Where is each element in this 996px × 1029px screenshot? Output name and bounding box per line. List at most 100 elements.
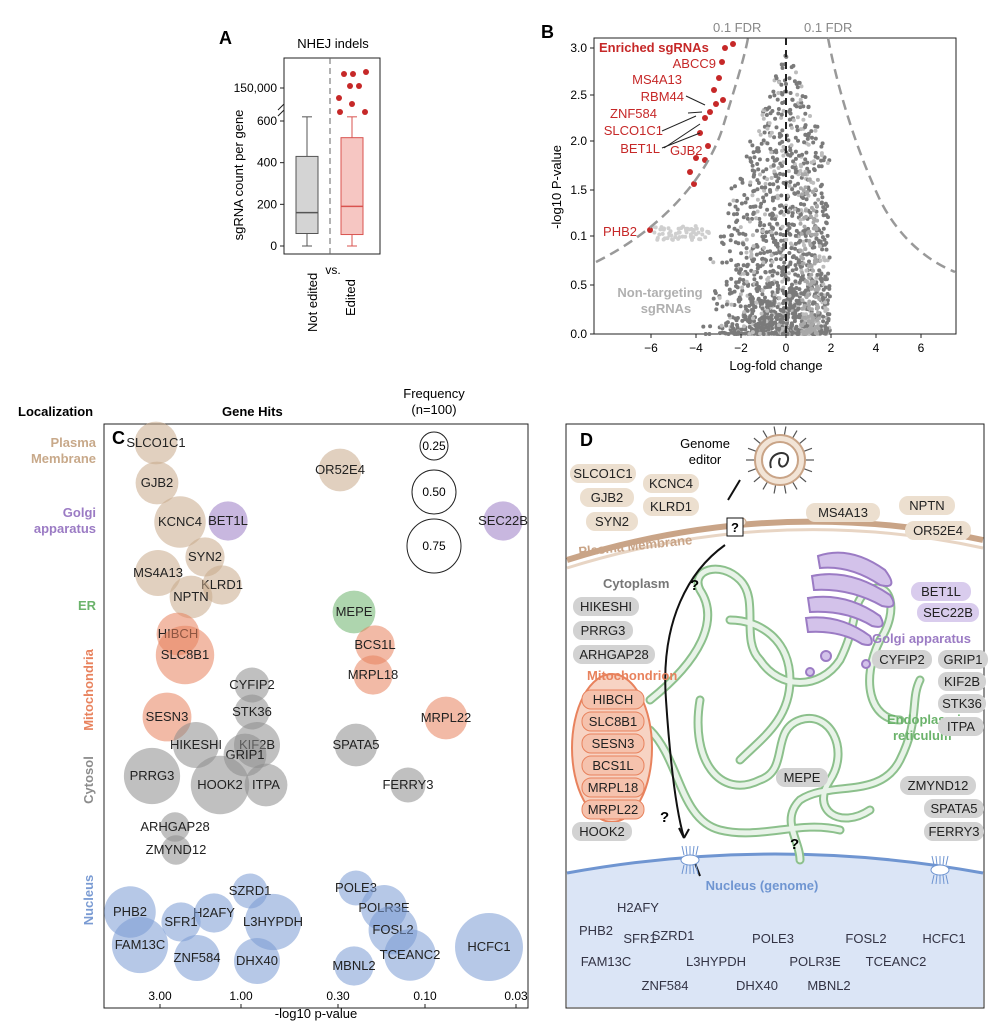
volcano-point: [764, 113, 769, 117]
pill-cyfip2: [872, 650, 932, 669]
volcano-point: [807, 229, 812, 234]
volcano-point: [744, 250, 749, 255]
volcano-point: [760, 229, 765, 234]
volcano-point: [802, 321, 807, 326]
frequency-sub: (n=100): [411, 402, 456, 417]
volcano-point: [769, 303, 774, 307]
bubble-mepe: [332, 590, 376, 634]
volcano-point: [792, 303, 797, 308]
pill-stk36-label: STK36: [942, 696, 982, 711]
pill-mrpl18-label: MRPL18: [588, 780, 639, 795]
volcano-point: [776, 166, 781, 170]
pill-arhgap28-label: ARHGAP28: [579, 647, 648, 662]
volcano-point: [799, 164, 803, 169]
volcano-point: [788, 241, 793, 246]
bubble-label: GJB2: [141, 475, 174, 490]
volcano-point: [813, 128, 818, 133]
volcano-point: [827, 284, 832, 289]
volcano-point: [801, 188, 806, 193]
volcano-point: [767, 121, 772, 126]
volcano-point: [708, 324, 713, 329]
volcano-point: [772, 169, 777, 174]
fdr-curve-right: [826, 37, 956, 274]
volcano-point: [804, 329, 809, 334]
volcano-point: [806, 134, 811, 138]
bubble-or52e4: [318, 448, 362, 492]
volcano-point: [751, 210, 756, 215]
volcano-point: [714, 307, 719, 312]
volcano-point: [780, 253, 785, 258]
pill-ferry3-label: FERRY3: [928, 824, 979, 839]
enriched-point: [687, 169, 693, 175]
bubble-label: H2AFY: [193, 905, 235, 920]
volcano-point: [767, 331, 772, 336]
volcano-point: [814, 203, 819, 208]
volcano-point: [776, 111, 781, 116]
volcano-point: [824, 320, 829, 325]
volcano-point: [788, 180, 793, 184]
volcano-point: [790, 268, 795, 273]
volcano-point: [770, 227, 775, 231]
volcano-point: [796, 101, 801, 106]
volcano-point: [819, 324, 824, 329]
volcano-point: [793, 233, 798, 238]
volcano-point: [739, 251, 744, 256]
volcano-point: [794, 228, 799, 233]
nuclear-pores: [680, 845, 950, 885]
volcano-point: [769, 263, 774, 268]
volcano-point: [727, 287, 732, 292]
volcano-point: [758, 172, 762, 177]
volcano-point: [798, 217, 803, 222]
volcano-point: [788, 111, 793, 116]
panel-c-letter: C: [112, 428, 125, 448]
gene-label-phb2: PHB2: [603, 224, 637, 239]
volcano-point: [787, 76, 792, 81]
volcano-point: [662, 226, 666, 231]
volcano-point: [765, 107, 770, 111]
volcano-point: [806, 314, 811, 319]
volcano-point: [755, 244, 760, 249]
pill-itpa-label: ITPA: [947, 719, 975, 734]
volcano-point: [724, 260, 729, 265]
nucleus-gene-hcfc1: HCFC1: [922, 931, 965, 946]
volcano-point: [814, 330, 819, 335]
volcano-point: [727, 202, 732, 207]
volcano-point: [770, 259, 775, 264]
volcano-point: [737, 299, 741, 304]
volcano-point: [814, 232, 819, 237]
volcano-point: [810, 135, 814, 140]
volcano-point: [802, 202, 807, 207]
bubble-label: TCEANC2: [380, 947, 441, 962]
volcano-point: [783, 298, 788, 303]
volcano-point: [789, 125, 794, 130]
enriched-point: [707, 109, 713, 115]
pill-kif2b-label: KIF2B: [944, 674, 980, 689]
volcano-point: [759, 321, 763, 325]
pill-sec22b: [917, 603, 979, 622]
volcano-point: [742, 193, 747, 197]
enriched-point: [719, 59, 725, 65]
legend-label: 0.75: [422, 539, 446, 553]
volcano-point: [735, 316, 740, 320]
volcano-point: [790, 204, 795, 209]
volcano-point: [738, 225, 743, 230]
volcano-point: [781, 144, 786, 149]
volcano-point: [811, 140, 816, 145]
volcano-point: [808, 282, 813, 287]
bubble-znf584: [174, 935, 220, 981]
volcano-point: [824, 221, 829, 226]
pill-kif2b: [938, 672, 986, 691]
ytick-label: 400: [257, 156, 277, 170]
volcano-point: [770, 198, 775, 203]
volcano-point: [765, 207, 770, 212]
panel-a-title: NHEJ indels: [297, 36, 369, 51]
panel-a-outliers: [336, 69, 369, 115]
volcano-point: [793, 149, 798, 154]
pill-nptn: [899, 496, 955, 515]
volcano-point: [670, 237, 675, 242]
volcano-point: [793, 167, 798, 172]
volcano-point: [800, 192, 805, 197]
volcano-point: [765, 126, 770, 131]
volcano-point: [739, 267, 743, 272]
volcano-point: [792, 223, 796, 227]
